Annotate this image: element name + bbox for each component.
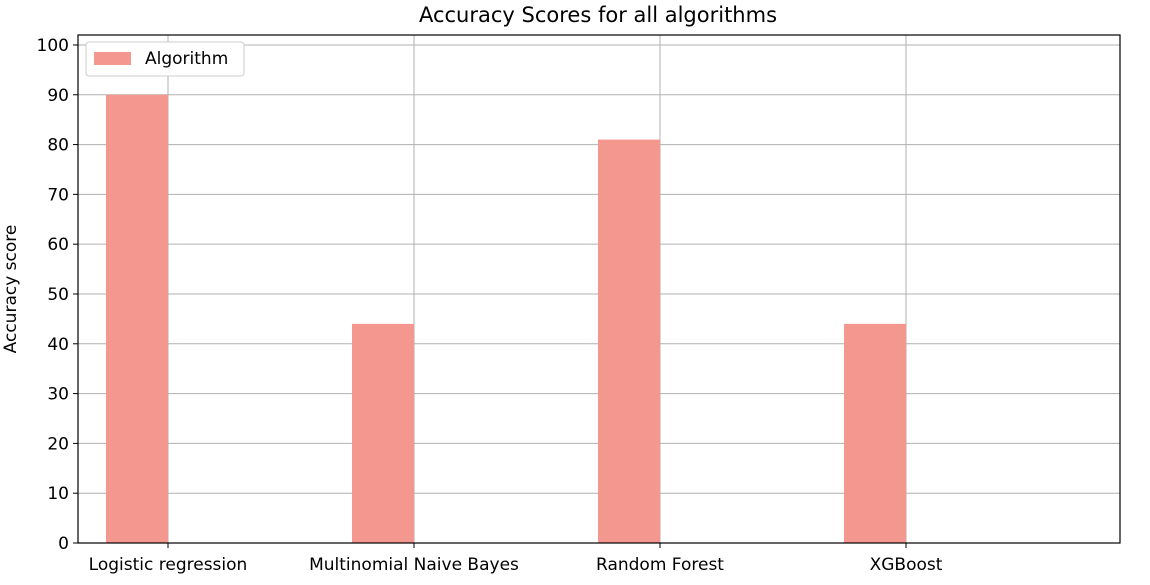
- bar: [598, 139, 660, 543]
- y-tick-label: 60: [47, 235, 69, 255]
- chart-title: Accuracy Scores for all algorithms: [419, 3, 777, 27]
- bar: [352, 323, 414, 543]
- y-tick-label: 50: [47, 285, 69, 305]
- y-tick-label: 30: [47, 385, 69, 405]
- y-tick-label: 100: [37, 36, 69, 56]
- y-tick-label: 40: [47, 335, 69, 355]
- y-tick-label: 10: [47, 484, 69, 504]
- bars: [106, 94, 906, 543]
- plot-frame: [77, 34, 1121, 544]
- x-axis-ticks: Logistic regression Multinomial Naive Bay…: [89, 543, 943, 575]
- x-tick-label: XGBoost: [870, 555, 943, 575]
- bar: [844, 323, 906, 543]
- y-tick-label: 90: [47, 86, 69, 106]
- x-tick-label: Random Forest: [596, 555, 724, 575]
- y-axis-ticks: 0 10 20 30 40 50 60 70 80 90 100: [37, 36, 78, 554]
- y-axis-label: Accuracy score: [1, 225, 21, 354]
- y-tick-label: 70: [47, 185, 69, 205]
- legend-swatch: [94, 52, 131, 65]
- legend: Algorithm: [85, 41, 245, 77]
- y-tick-label: 80: [47, 136, 69, 156]
- bar: [106, 94, 168, 543]
- x-tick-label: Logistic regression: [89, 555, 248, 575]
- legend-label: Algorithm: [145, 49, 228, 69]
- y-tick-label: 20: [47, 434, 69, 454]
- y-tick-label: 0: [58, 534, 69, 554]
- x-tick-label: Multinomial Naive Bayes: [309, 555, 519, 575]
- legend-box: [85, 41, 245, 77]
